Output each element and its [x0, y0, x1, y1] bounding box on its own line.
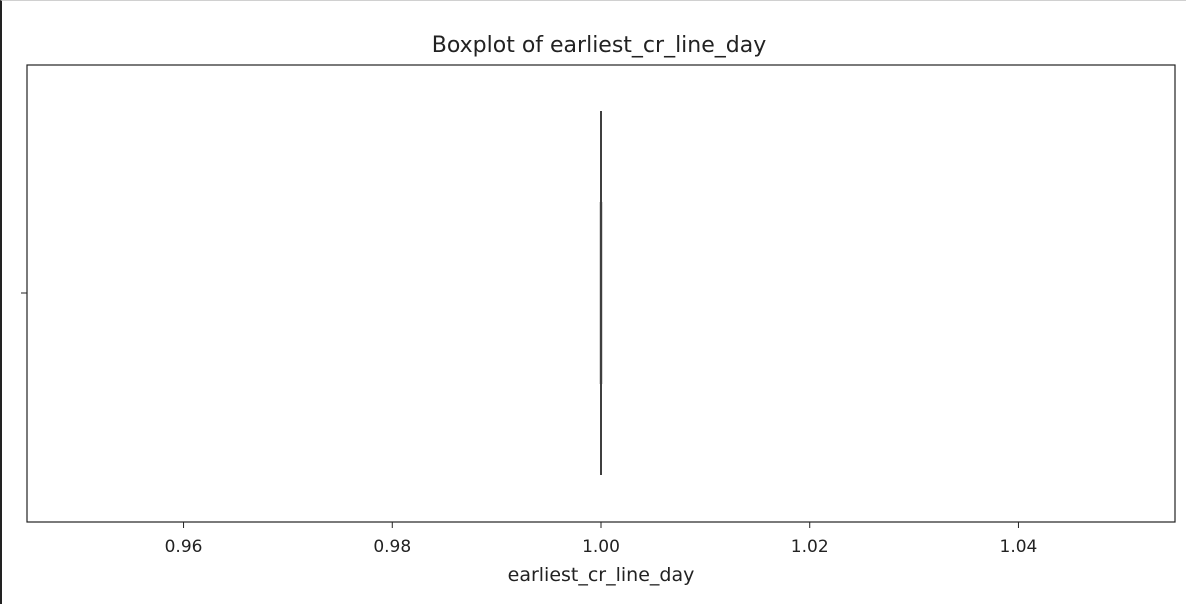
x-tick-label: 0.98 — [373, 537, 411, 557]
x-tick-label: 1.04 — [1000, 537, 1038, 557]
x-tick-label: 1.02 — [791, 537, 829, 557]
x-tick-label: 0.96 — [165, 537, 203, 557]
chart-title: Boxplot of earliest_cr_line_day — [432, 33, 766, 58]
x-tick-label: 1.00 — [582, 537, 620, 557]
x-axis-label: earliest_cr_line_day — [508, 564, 695, 586]
x-axis-ticks: 0.96 0.98 1.00 1.02 1.04 — [165, 522, 1038, 557]
